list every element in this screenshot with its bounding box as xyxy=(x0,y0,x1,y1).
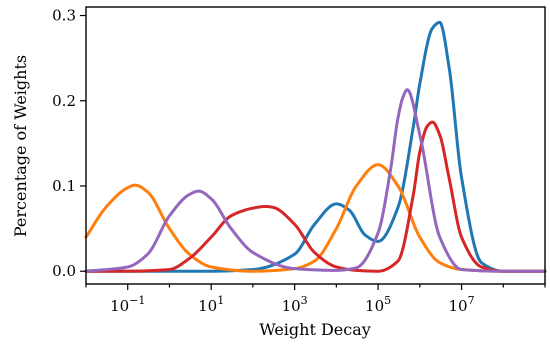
series-line-1 xyxy=(84,20,547,273)
x-tick-exponent: 3 xyxy=(301,294,308,307)
x-tick-base: 10 xyxy=(448,297,467,315)
y-axis-label: Percentage of Weights xyxy=(11,55,30,237)
x-tick-label: 101 xyxy=(198,294,224,315)
y-axis-ticks: 0.0 0.1 0.2 0.3 xyxy=(52,7,86,280)
y-tick-label: 0.2 xyxy=(52,92,76,110)
axes-frame xyxy=(85,6,546,285)
series-line-3 xyxy=(84,120,547,273)
series-layer xyxy=(84,20,547,273)
x-tick-base: 10 xyxy=(282,297,301,315)
x-tick-base: 10 xyxy=(365,297,384,315)
y-tick-label: 0.3 xyxy=(52,7,76,25)
series-line-4 xyxy=(84,88,547,273)
x-tick-base: 10 xyxy=(198,297,217,315)
x-tick-label: 103 xyxy=(282,294,308,315)
x-tick-exponent: 1 xyxy=(217,294,224,307)
x-axis-label: Weight Decay xyxy=(259,320,371,339)
x-axis-ticks: 10−1 101 103 105 107 xyxy=(85,284,546,315)
series-line-2 xyxy=(84,163,547,273)
x-tick-label: 105 xyxy=(365,294,391,315)
y-tick-label: 0.1 xyxy=(52,177,76,195)
y-tick-label: 0.0 xyxy=(52,262,76,280)
x-tick-label: 107 xyxy=(448,294,474,315)
x-tick-exponent: 7 xyxy=(468,294,475,307)
x-tick-base: 10 xyxy=(110,297,129,315)
x-tick-exponent: 5 xyxy=(384,294,391,307)
x-tick-label: 10−1 xyxy=(110,294,145,315)
x-tick-exponent: −1 xyxy=(129,294,145,307)
